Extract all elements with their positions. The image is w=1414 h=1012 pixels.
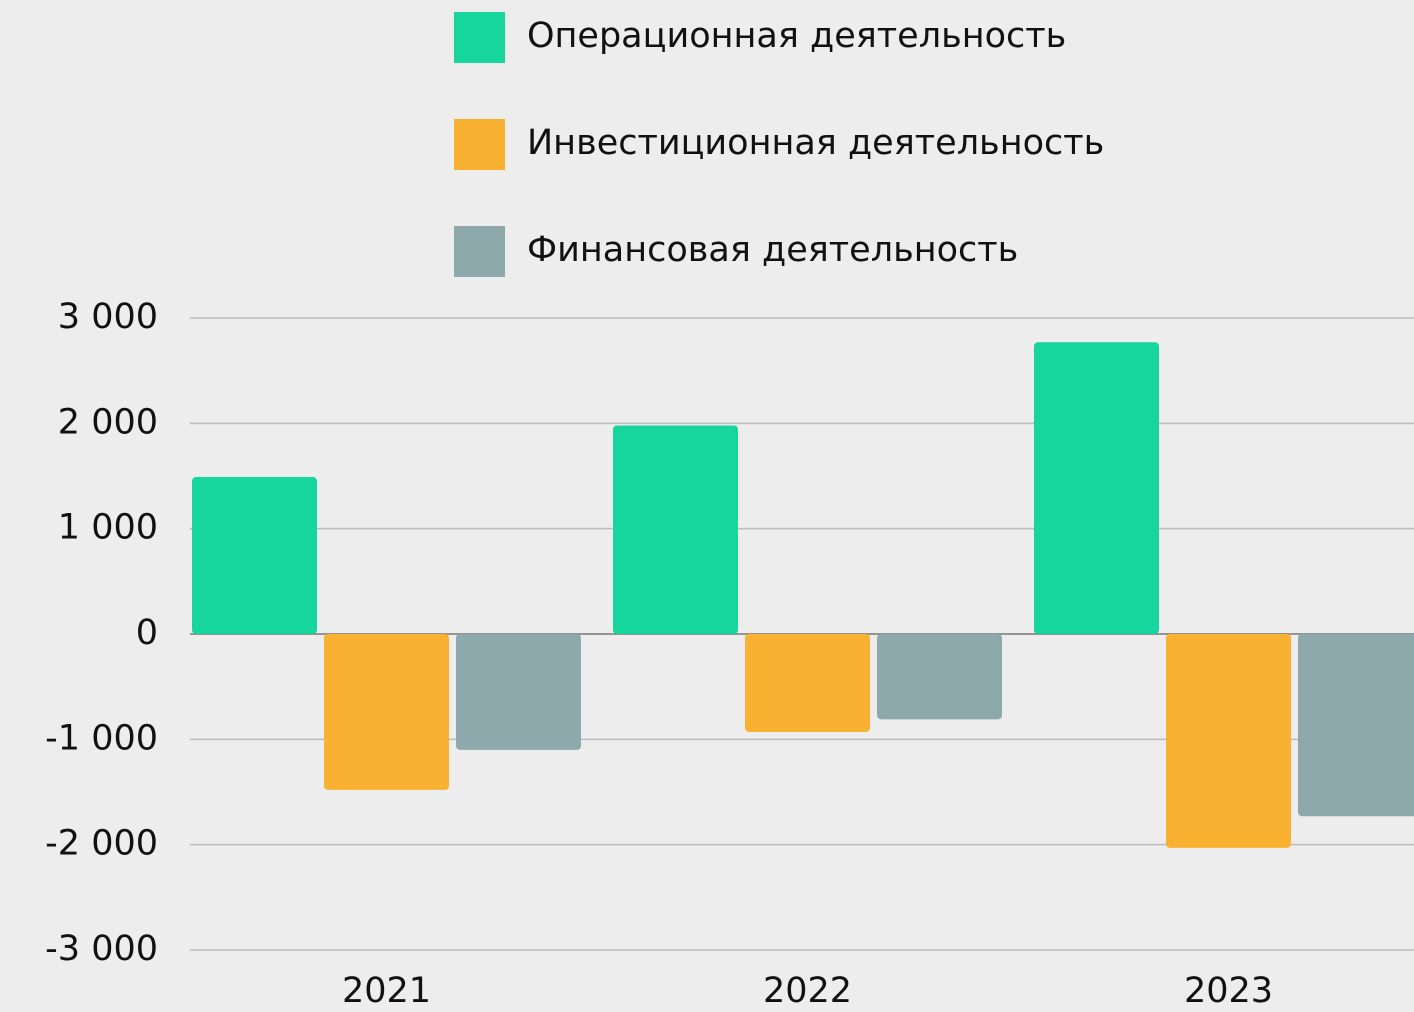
bar	[745, 634, 870, 732]
bar	[1298, 634, 1414, 817]
legend-swatch	[454, 12, 505, 63]
x-tick-label: 2023	[1184, 971, 1273, 1011]
legend-swatch	[454, 226, 505, 277]
bar	[324, 634, 449, 790]
bar	[613, 425, 738, 634]
y-tick-label: 3 000	[58, 297, 158, 337]
bar	[1166, 634, 1291, 848]
y-tick-label: 2 000	[58, 402, 158, 442]
x-tick-label: 2022	[763, 971, 852, 1011]
x-tick-label: 2021	[342, 971, 431, 1011]
legend-label: Операционная деятельность	[527, 16, 1066, 56]
bar	[877, 634, 1002, 720]
bar	[456, 634, 581, 750]
y-tick-label: -3 000	[45, 929, 158, 969]
legend-label: Финансовая деятельность	[527, 230, 1018, 270]
legend-label: Инвестиционная деятельность	[527, 123, 1104, 163]
y-tick-label: -2 000	[45, 824, 158, 864]
bar	[192, 477, 317, 634]
legend-swatch	[454, 119, 505, 170]
y-tick-label: -1 000	[45, 718, 158, 758]
y-tick-label: 1 000	[58, 508, 158, 548]
y-tick-label: 0	[136, 613, 158, 653]
bar	[1034, 342, 1159, 634]
